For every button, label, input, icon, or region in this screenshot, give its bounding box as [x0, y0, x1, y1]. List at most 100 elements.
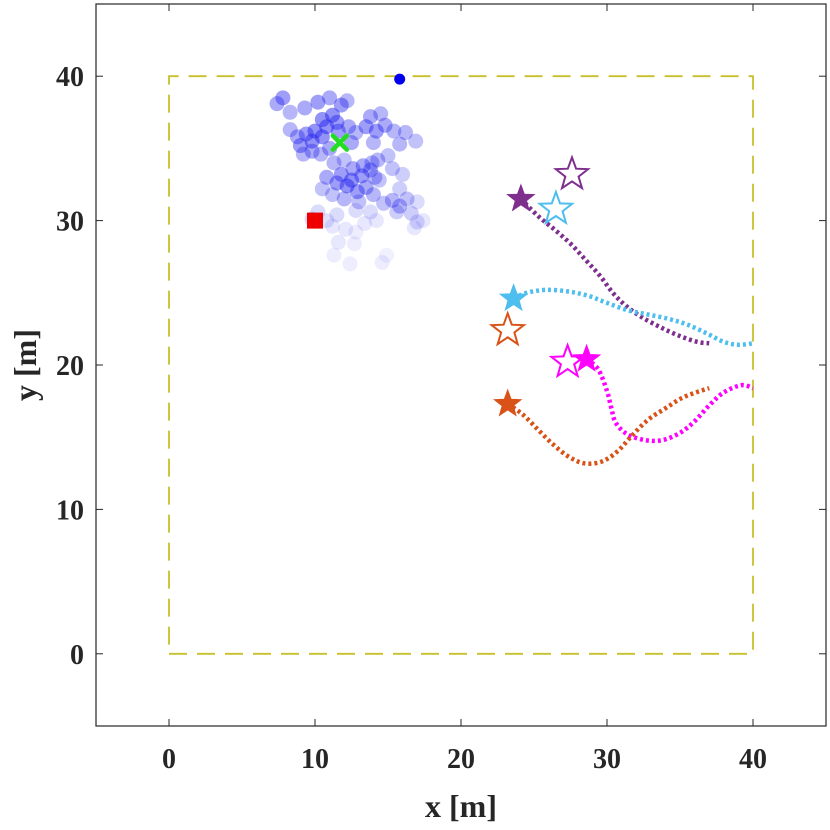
- particle-point: [269, 96, 285, 112]
- agent-path: [506, 385, 710, 466]
- particles: [269, 90, 431, 272]
- axes-frame: [95, 3, 827, 727]
- particle-point: [341, 119, 357, 135]
- y-tick-label: 30: [56, 207, 84, 238]
- particle-point: [313, 146, 329, 162]
- particle-point: [373, 106, 389, 122]
- particle-point: [304, 133, 320, 149]
- particle-point: [314, 181, 330, 197]
- particle-point: [339, 178, 355, 194]
- x-tick-label: 0: [162, 744, 176, 775]
- particle-point: [377, 117, 393, 133]
- particle-point: [367, 169, 383, 185]
- agent-paths: [506, 197, 754, 466]
- y-tick-label: 10: [56, 495, 84, 526]
- tick-labels: 0 10 20 30 40 0 10 20 30 40: [56, 62, 767, 775]
- particle-point: [395, 166, 411, 182]
- particle-point: [325, 107, 341, 123]
- particle-point: [389, 204, 405, 220]
- agent-path: [585, 357, 754, 444]
- goal-star-marker: [488, 310, 527, 347]
- particle-point: [344, 135, 359, 151]
- particle-point: [319, 169, 335, 185]
- particle-point: [371, 172, 387, 188]
- agent-star-marker: [571, 343, 602, 372]
- particle-point: [362, 204, 378, 220]
- x-tick-label: 10: [301, 744, 329, 775]
- particle-point: [370, 152, 386, 168]
- particle-point: [384, 192, 400, 208]
- particle-point: [409, 194, 425, 210]
- y-tick-label: 0: [70, 640, 84, 671]
- estimate-marker: [330, 133, 350, 152]
- particle-point: [339, 93, 355, 109]
- particle-point: [292, 138, 308, 154]
- agent-star-marker: [498, 283, 529, 312]
- particle-point: [329, 207, 345, 223]
- particle-point: [365, 135, 381, 151]
- particle-point: [392, 181, 408, 197]
- particle-point: [295, 146, 311, 162]
- particle-point: [358, 119, 374, 135]
- agent-path: [519, 197, 710, 346]
- particle-point: [342, 256, 358, 272]
- particle-point: [282, 122, 298, 138]
- particle-point: [351, 194, 367, 210]
- particle-point: [348, 125, 364, 141]
- particle-point: [409, 214, 425, 230]
- particle-point: [376, 195, 392, 211]
- y-tick-label: 40: [56, 62, 84, 93]
- axis-ticks: [96, 4, 826, 726]
- goal-star-marker: [553, 154, 591, 191]
- particle-point: [384, 161, 400, 177]
- true-source-marker: [307, 212, 323, 229]
- particle-point: [399, 191, 415, 207]
- particle-point: [333, 97, 349, 113]
- y-tick-label: 20: [56, 351, 84, 382]
- x-tick-label: 40: [739, 744, 767, 775]
- agent-path: [512, 287, 754, 348]
- particle-point: [329, 175, 345, 191]
- particle-point: [403, 205, 419, 221]
- particle-point: [325, 218, 341, 234]
- particle-point: [392, 198, 408, 214]
- particle-point: [310, 94, 326, 110]
- x-tick-label: 30: [593, 744, 621, 775]
- particle-point: [357, 215, 373, 231]
- boundary: [168, 75, 754, 655]
- particle-point: [379, 247, 395, 263]
- particle-point: [415, 213, 431, 229]
- particle-point: [333, 166, 349, 182]
- particle-point: [336, 191, 352, 207]
- particle-point: [345, 161, 361, 177]
- particle-point: [336, 152, 352, 168]
- x-tick-label: 20: [447, 744, 475, 775]
- particle-point: [365, 187, 381, 203]
- particle-point: [330, 234, 346, 250]
- particle-point: [304, 143, 320, 159]
- particle-point: [314, 129, 330, 145]
- x-axis-label: x [m]: [425, 788, 497, 824]
- particle-point: [289, 129, 305, 145]
- particle-point: [326, 155, 342, 171]
- particle-point: [408, 133, 424, 149]
- particle-point: [275, 90, 291, 106]
- particle-point: [355, 158, 371, 174]
- particle-point: [326, 247, 342, 263]
- particle-point: [322, 90, 338, 106]
- particle-point: [392, 136, 408, 152]
- particle-point: [380, 148, 396, 164]
- particle-point: [358, 179, 374, 195]
- particle-point: [325, 187, 341, 203]
- particle-point: [362, 109, 378, 125]
- y-axis-label: y [m]: [7, 329, 43, 401]
- particle-point: [348, 202, 364, 218]
- particle-point: [319, 119, 335, 135]
- particle-point: [344, 172, 359, 188]
- particle-point: [329, 114, 345, 130]
- particle-point: [374, 254, 390, 270]
- boundary-line: [168, 75, 754, 655]
- blue-dot-marker: [394, 73, 406, 85]
- particle-point: [398, 125, 414, 141]
